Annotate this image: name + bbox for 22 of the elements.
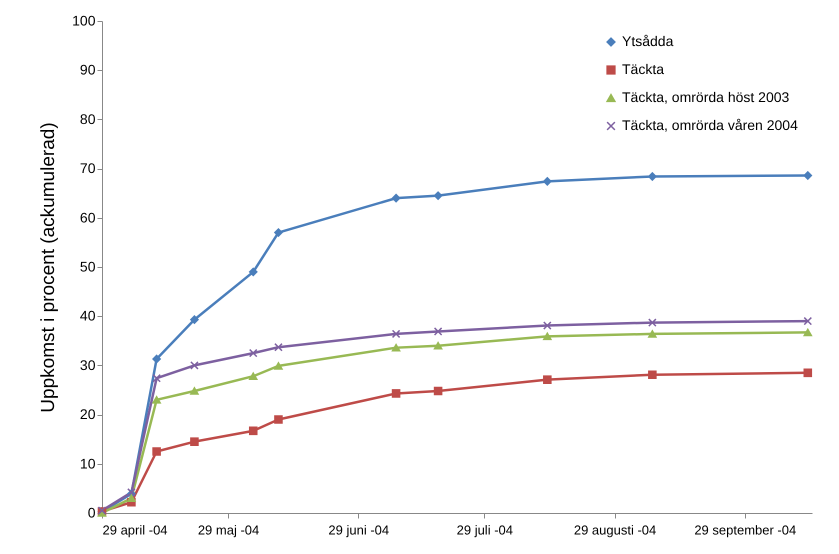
y-tick-label: 40	[80, 308, 96, 324]
x-tick-label: 29 augusti -04	[574, 522, 656, 538]
legend-label: Täckta, omrörda höst 2003	[622, 89, 790, 105]
y-axis-title: Uppkomst i procent (ackumulerad)	[38, 122, 60, 413]
y-tick-label: 100	[72, 12, 96, 28]
y-tick-label: 90	[80, 62, 96, 78]
legend-label: Täckta, omrörda våren 2004	[622, 117, 798, 133]
x-tick-label: 29 maj -04	[198, 522, 260, 538]
y-tick-label: 50	[80, 258, 96, 274]
y-tick-label: 10	[80, 455, 96, 472]
x-tick-label: 29 april -04	[102, 522, 168, 538]
y-tick-label: 70	[80, 160, 96, 176]
legend-label: Täckta	[622, 61, 664, 77]
y-tick-label: 60	[80, 209, 96, 226]
legend-label: Ytsådda	[622, 33, 674, 49]
x-tick-label: 29 september -04	[694, 522, 796, 538]
x-tick-label: 29 juni -04	[328, 522, 390, 538]
y-tick-label: 30	[80, 356, 96, 373]
x-tick-label: 29 juli -04	[456, 522, 513, 538]
y-tick-label: 0	[88, 504, 96, 520]
y-tick-label: 20	[80, 406, 96, 422]
y-tick-label: 80	[80, 110, 96, 127]
